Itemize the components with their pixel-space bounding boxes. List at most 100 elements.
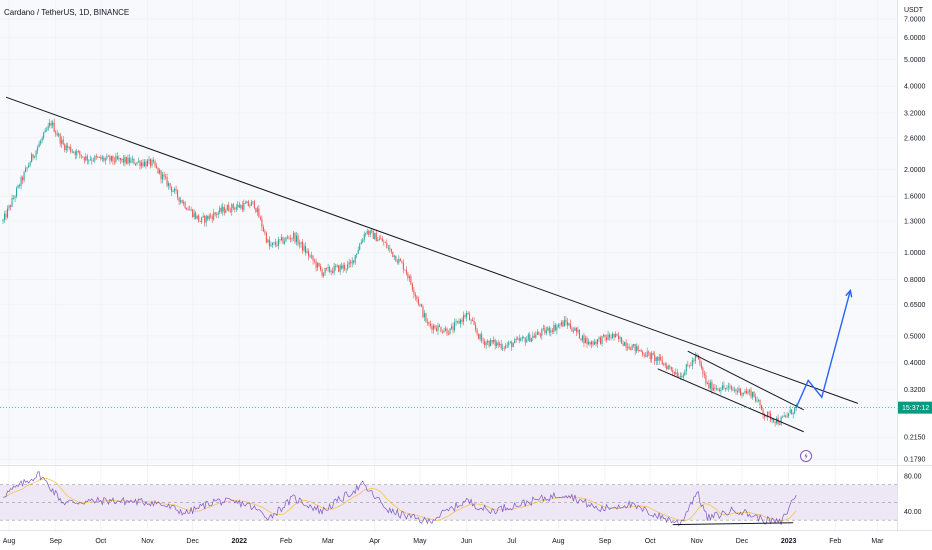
candle-body bbox=[199, 221, 201, 222]
candle-body bbox=[59, 134, 61, 144]
projection-arrowhead[interactable] bbox=[845, 288, 853, 298]
candle-body bbox=[405, 269, 407, 274]
candle-body bbox=[714, 387, 716, 389]
candle-body bbox=[435, 328, 437, 332]
candle-body bbox=[329, 267, 331, 272]
candle-body bbox=[423, 313, 425, 318]
candle-body bbox=[527, 334, 529, 340]
candle-body bbox=[28, 165, 30, 168]
candle-body bbox=[550, 330, 552, 333]
candle-body bbox=[145, 161, 147, 167]
candle-body bbox=[496, 342, 498, 346]
candle-body bbox=[512, 343, 514, 348]
candle-body bbox=[283, 241, 285, 244]
candle-body bbox=[225, 210, 227, 213]
candle-body bbox=[590, 341, 593, 345]
candle-body bbox=[551, 330, 553, 332]
candle-body bbox=[354, 254, 356, 263]
candle-body bbox=[295, 235, 298, 242]
candle-body bbox=[606, 337, 608, 340]
candle-body bbox=[654, 354, 656, 362]
candle-body bbox=[204, 216, 206, 223]
candle-body bbox=[450, 326, 453, 329]
candle-body bbox=[548, 327, 550, 333]
axes: 7.0000 6.0000 5.0000 4.0000 3.2000 2.6000 2.00… bbox=[3, 16, 932, 545]
candle-body bbox=[595, 341, 597, 345]
candle-body bbox=[195, 212, 197, 219]
candle-body bbox=[419, 304, 421, 306]
candle-body bbox=[220, 207, 222, 212]
candle-body bbox=[348, 262, 350, 265]
candle-body bbox=[566, 321, 568, 326]
candle-body bbox=[557, 324, 559, 327]
projection-path[interactable] bbox=[795, 290, 852, 408]
time-tick-label: Dec bbox=[186, 538, 199, 545]
time-tick-label: Nov bbox=[141, 538, 154, 545]
candle-body bbox=[160, 170, 162, 180]
candle-body bbox=[250, 202, 252, 206]
time-tick-label: 2023 bbox=[781, 538, 797, 545]
candle-body bbox=[794, 407, 796, 414]
candle-body bbox=[443, 330, 445, 333]
candle-body bbox=[741, 393, 743, 396]
candle-body bbox=[503, 347, 505, 349]
price-tick-label: 1.3000 bbox=[904, 219, 926, 226]
drawing-lines[interactable] bbox=[0, 96, 897, 433]
candle-body bbox=[652, 353, 654, 355]
candle-body bbox=[38, 143, 40, 148]
channel-lower-line[interactable] bbox=[657, 368, 804, 433]
candle-body bbox=[187, 209, 189, 211]
candle-body bbox=[609, 334, 611, 338]
candle-body bbox=[571, 328, 573, 332]
candle-body bbox=[23, 171, 25, 181]
candle-body bbox=[47, 125, 49, 130]
main-downtrend-line[interactable] bbox=[5, 96, 859, 404]
candle-body bbox=[157, 167, 159, 174]
candle-body bbox=[392, 251, 394, 257]
candle-body bbox=[470, 319, 472, 321]
price-tick-label: 0.5000 bbox=[904, 333, 926, 340]
candle-body bbox=[691, 360, 693, 366]
candle-body bbox=[584, 337, 586, 344]
price-tick-label: 3.2000 bbox=[904, 110, 926, 117]
candle-body bbox=[109, 156, 111, 161]
candle-body bbox=[780, 417, 782, 425]
candle-body bbox=[408, 276, 410, 279]
candle-body bbox=[547, 327, 549, 331]
candle-body bbox=[411, 283, 413, 290]
candle-body bbox=[321, 269, 323, 276]
candle-body bbox=[14, 196, 16, 199]
candle-body bbox=[395, 255, 397, 262]
candle-body bbox=[110, 155, 112, 161]
price-pane-background[interactable] bbox=[0, 0, 897, 464]
chart-title: Cardano / TetherUS, 1D, BINANCE bbox=[4, 8, 129, 17]
candle-body bbox=[660, 356, 662, 360]
candle-body bbox=[130, 159, 132, 163]
candle-body bbox=[770, 413, 772, 421]
candle-body bbox=[20, 177, 22, 187]
candle-body bbox=[162, 174, 164, 180]
candle-body bbox=[166, 176, 168, 186]
time-tick-label: Sep bbox=[49, 538, 62, 545]
candle-body bbox=[568, 323, 570, 326]
candle-body bbox=[575, 328, 577, 332]
candle-body bbox=[715, 388, 717, 390]
time-tick-label: Oct bbox=[95, 538, 106, 545]
price-tick-label: 1.6000 bbox=[904, 194, 926, 201]
candle-body bbox=[730, 386, 732, 390]
candle-body bbox=[148, 159, 150, 161]
price-tick-label: 0.3200 bbox=[904, 387, 926, 394]
candle-body bbox=[753, 391, 755, 397]
alert-icon[interactable] bbox=[800, 450, 812, 462]
candle-body bbox=[53, 122, 55, 132]
candle-body bbox=[640, 350, 642, 352]
candle-body bbox=[476, 329, 478, 334]
candle-body bbox=[112, 155, 114, 161]
channel-upper-line[interactable] bbox=[687, 350, 804, 411]
candle-body bbox=[262, 227, 264, 232]
candle-body bbox=[764, 414, 766, 417]
time-tick-label: Feb bbox=[829, 538, 841, 545]
candle-body bbox=[326, 267, 328, 269]
rsi-divergence-line[interactable] bbox=[672, 522, 794, 526]
